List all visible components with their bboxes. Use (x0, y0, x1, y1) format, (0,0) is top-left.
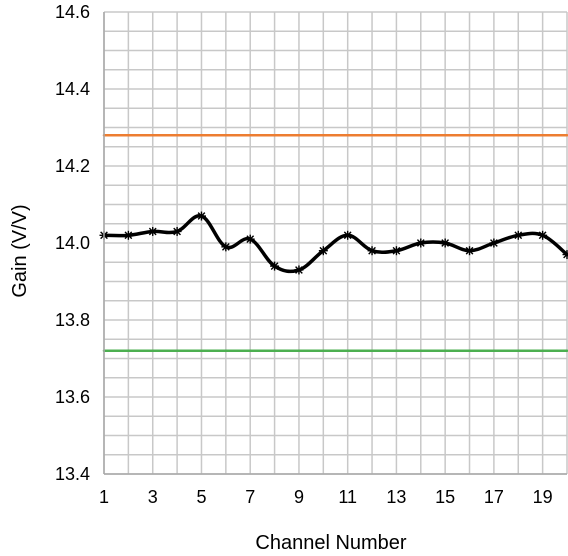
axes (103, 12, 567, 475)
x-tick-label: 3 (148, 487, 158, 507)
y-tick-label: 13.8 (55, 310, 90, 330)
reference-lines (102, 133, 568, 353)
data-point-18 (513, 230, 523, 240)
data-point-14 (416, 238, 426, 248)
x-tick-label: 7 (245, 487, 255, 507)
data-point-16 (465, 246, 475, 256)
data-point-10 (318, 246, 328, 256)
y-tick-label: 14.0 (55, 233, 90, 253)
data-point-5 (196, 211, 206, 221)
x-tick-label: 19 (533, 487, 553, 507)
y-axis-title: Gain (V/V) (9, 204, 31, 297)
data-point-13 (391, 246, 401, 256)
series-line-gain (102, 214, 568, 274)
x-tick-label: 9 (294, 487, 304, 507)
data-point-3 (148, 226, 158, 236)
x-tick-label: 5 (196, 487, 206, 507)
data-point-6 (221, 242, 231, 252)
y-tick-labels: 13.4 13.6 13.8 14.0 14.2 14.4 14.6 (55, 2, 90, 484)
x-axis-title: Channel Number (255, 532, 407, 554)
data-point-7 (245, 234, 255, 244)
data-point-20 (562, 250, 568, 260)
y-tick-label: 13.4 (55, 464, 90, 484)
y-tick-label: 13.6 (55, 387, 90, 407)
x-tick-label: 17 (484, 487, 504, 507)
data-point-19 (538, 230, 548, 240)
series (99, 211, 568, 275)
x-tick-labels: 1 3 5 7 9 11 13 15 17 19 (99, 487, 553, 507)
y-tick-label: 14.6 (55, 2, 90, 22)
data-point-15 (440, 238, 450, 248)
x-tick-label: 11 (338, 487, 357, 507)
y-tick-label: 14.2 (55, 156, 90, 176)
data-point-17 (489, 238, 499, 248)
x-tick-label: 15 (435, 487, 455, 507)
data-point-12 (367, 246, 377, 256)
x-tick-label: 1 (99, 487, 109, 507)
data-point-4 (172, 226, 182, 236)
y-tick-label: 14.4 (55, 79, 90, 99)
data-point-2 (123, 230, 133, 240)
data-point-8 (270, 261, 280, 271)
x-tick-label: 13 (386, 487, 406, 507)
data-point-9 (294, 265, 304, 275)
data-point-11 (343, 230, 353, 240)
